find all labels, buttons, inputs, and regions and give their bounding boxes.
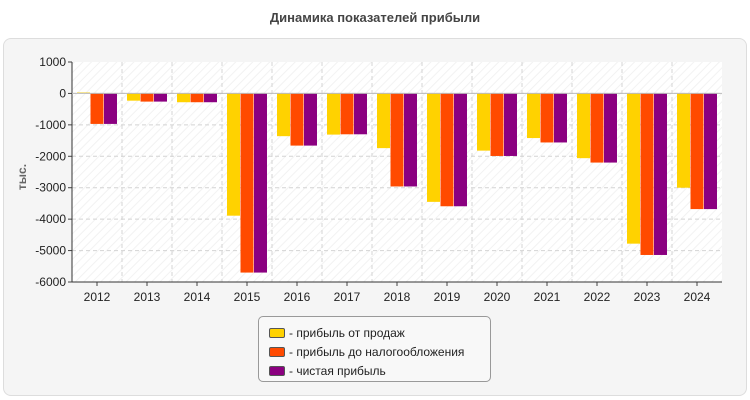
bar-2020-s0 [477, 93, 490, 151]
bar-2012-s1 [90, 93, 104, 124]
legend-label: - чистая прибыль [289, 363, 386, 378]
bar-2020-s2 [504, 93, 517, 156]
bar-2018-s2 [404, 93, 417, 187]
x-tick-label: 2024 [684, 290, 711, 304]
bar-2024-s2 [704, 93, 717, 210]
x-tick-label: 2012 [84, 290, 111, 304]
bar-2017-s0 [327, 93, 340, 135]
bar-2023-s2 [654, 93, 667, 255]
bar-2013-s0 [127, 93, 140, 101]
bar-2020-s1 [490, 93, 504, 156]
bar-2021-s0 [527, 93, 540, 139]
x-tick-label: 2021 [534, 290, 561, 304]
y-tick-label: 1000 [39, 55, 66, 69]
legend-label: - прибыль от продаж [289, 325, 405, 340]
y-tick-label: -1000 [35, 118, 66, 132]
bar-2016-s0 [277, 93, 290, 137]
bar-2019-s2 [454, 93, 467, 207]
x-tick-label: 2023 [634, 290, 661, 304]
chart-title: Динамика показателей прибыли [269, 10, 481, 25]
bar-2022-s0 [577, 93, 590, 159]
bar-2016-s1 [290, 93, 304, 146]
axes [68, 61, 722, 286]
y-tick-label: -4000 [35, 212, 66, 226]
bar-2015-s1 [240, 93, 254, 273]
x-tick-label: 2014 [184, 290, 211, 304]
x-tick-label: 2015 [234, 290, 261, 304]
x-tick-label: 2019 [434, 290, 461, 304]
bar-2023-s0 [627, 93, 640, 244]
bar-2016-s2 [304, 93, 317, 146]
bar-2022-s1 [590, 93, 604, 163]
legend-swatch [269, 327, 285, 338]
x-tick-labels: 2012 2013 2014 2015 2016 2017 2018 2019 2020 2021… [84, 290, 711, 304]
bar-2014-s2 [204, 93, 217, 103]
legend: - прибыль от продаж - прибыль до налогоо… [258, 316, 491, 382]
x-tick-label: 2017 [334, 290, 361, 304]
x-tick-label: 2018 [384, 290, 411, 304]
legend-item-sales-profit: - прибыль от продаж [269, 323, 490, 342]
y-tick-labels: 1000 0 -1000 -2000 -3000 -4000 -5000 -6000 [35, 55, 66, 289]
y-tick-label: -6000 [35, 275, 66, 289]
bar-2023-s1 [640, 93, 654, 255]
bar-2015-s2 [254, 93, 267, 273]
bar-2014-s1 [190, 93, 204, 103]
bar-2013-s2 [154, 93, 167, 102]
bar-2021-s1 [540, 93, 554, 143]
bars [77, 92, 717, 273]
legend-swatch [269, 365, 285, 376]
bar-2024-s0 [677, 93, 690, 188]
bar-2022-s2 [604, 93, 617, 163]
bar-2018-s1 [390, 93, 404, 187]
bar-2017-s2 [354, 93, 367, 135]
x-tick-label: 2020 [484, 290, 511, 304]
bar-2019-s1 [440, 93, 454, 207]
x-tick-label: 2013 [134, 290, 161, 304]
legend-item-net-profit: - чистая прибыль [269, 361, 490, 380]
bar-2018-s0 [377, 93, 390, 149]
legend-swatch [269, 346, 285, 357]
bar-2021-s2 [554, 93, 567, 143]
bar-2012-s2 [104, 93, 117, 124]
bar-2014-s0 [177, 93, 190, 103]
y-tick-label: -2000 [35, 149, 66, 163]
y-tick-label: -3000 [35, 181, 66, 195]
x-tick-label: 2022 [584, 290, 611, 304]
bar-2013-s1 [140, 93, 154, 102]
bar-2015-s0 [227, 93, 240, 216]
bar-2017-s1 [340, 93, 354, 135]
y-tick-label: -5000 [35, 244, 66, 258]
bar-2024-s1 [690, 93, 704, 210]
legend-item-pretax-profit: - прибыль до налогообложения [269, 342, 490, 361]
x-tick-label: 2016 [284, 290, 311, 304]
bar-2019-s0 [427, 93, 440, 202]
y-tick-label: 0 [59, 86, 66, 100]
legend-label: - прибыль до налогообложения [289, 344, 465, 359]
